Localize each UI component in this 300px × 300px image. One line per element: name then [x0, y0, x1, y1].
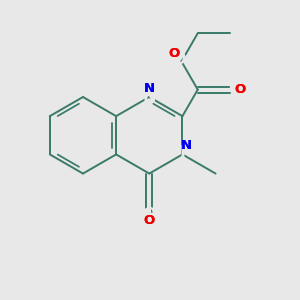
Text: O: O — [144, 214, 155, 227]
Text: N: N — [179, 145, 193, 160]
Text: O: O — [144, 214, 155, 227]
Text: N: N — [144, 82, 155, 94]
Text: O: O — [228, 82, 242, 97]
Text: O: O — [235, 83, 246, 96]
Text: N: N — [142, 89, 156, 104]
Text: O: O — [235, 83, 246, 96]
Text: N: N — [180, 139, 191, 152]
Text: N: N — [180, 139, 191, 152]
Text: O: O — [168, 47, 179, 60]
Text: O: O — [142, 207, 156, 222]
Text: N: N — [144, 82, 155, 94]
Text: O: O — [168, 47, 179, 60]
Text: O: O — [172, 52, 186, 68]
